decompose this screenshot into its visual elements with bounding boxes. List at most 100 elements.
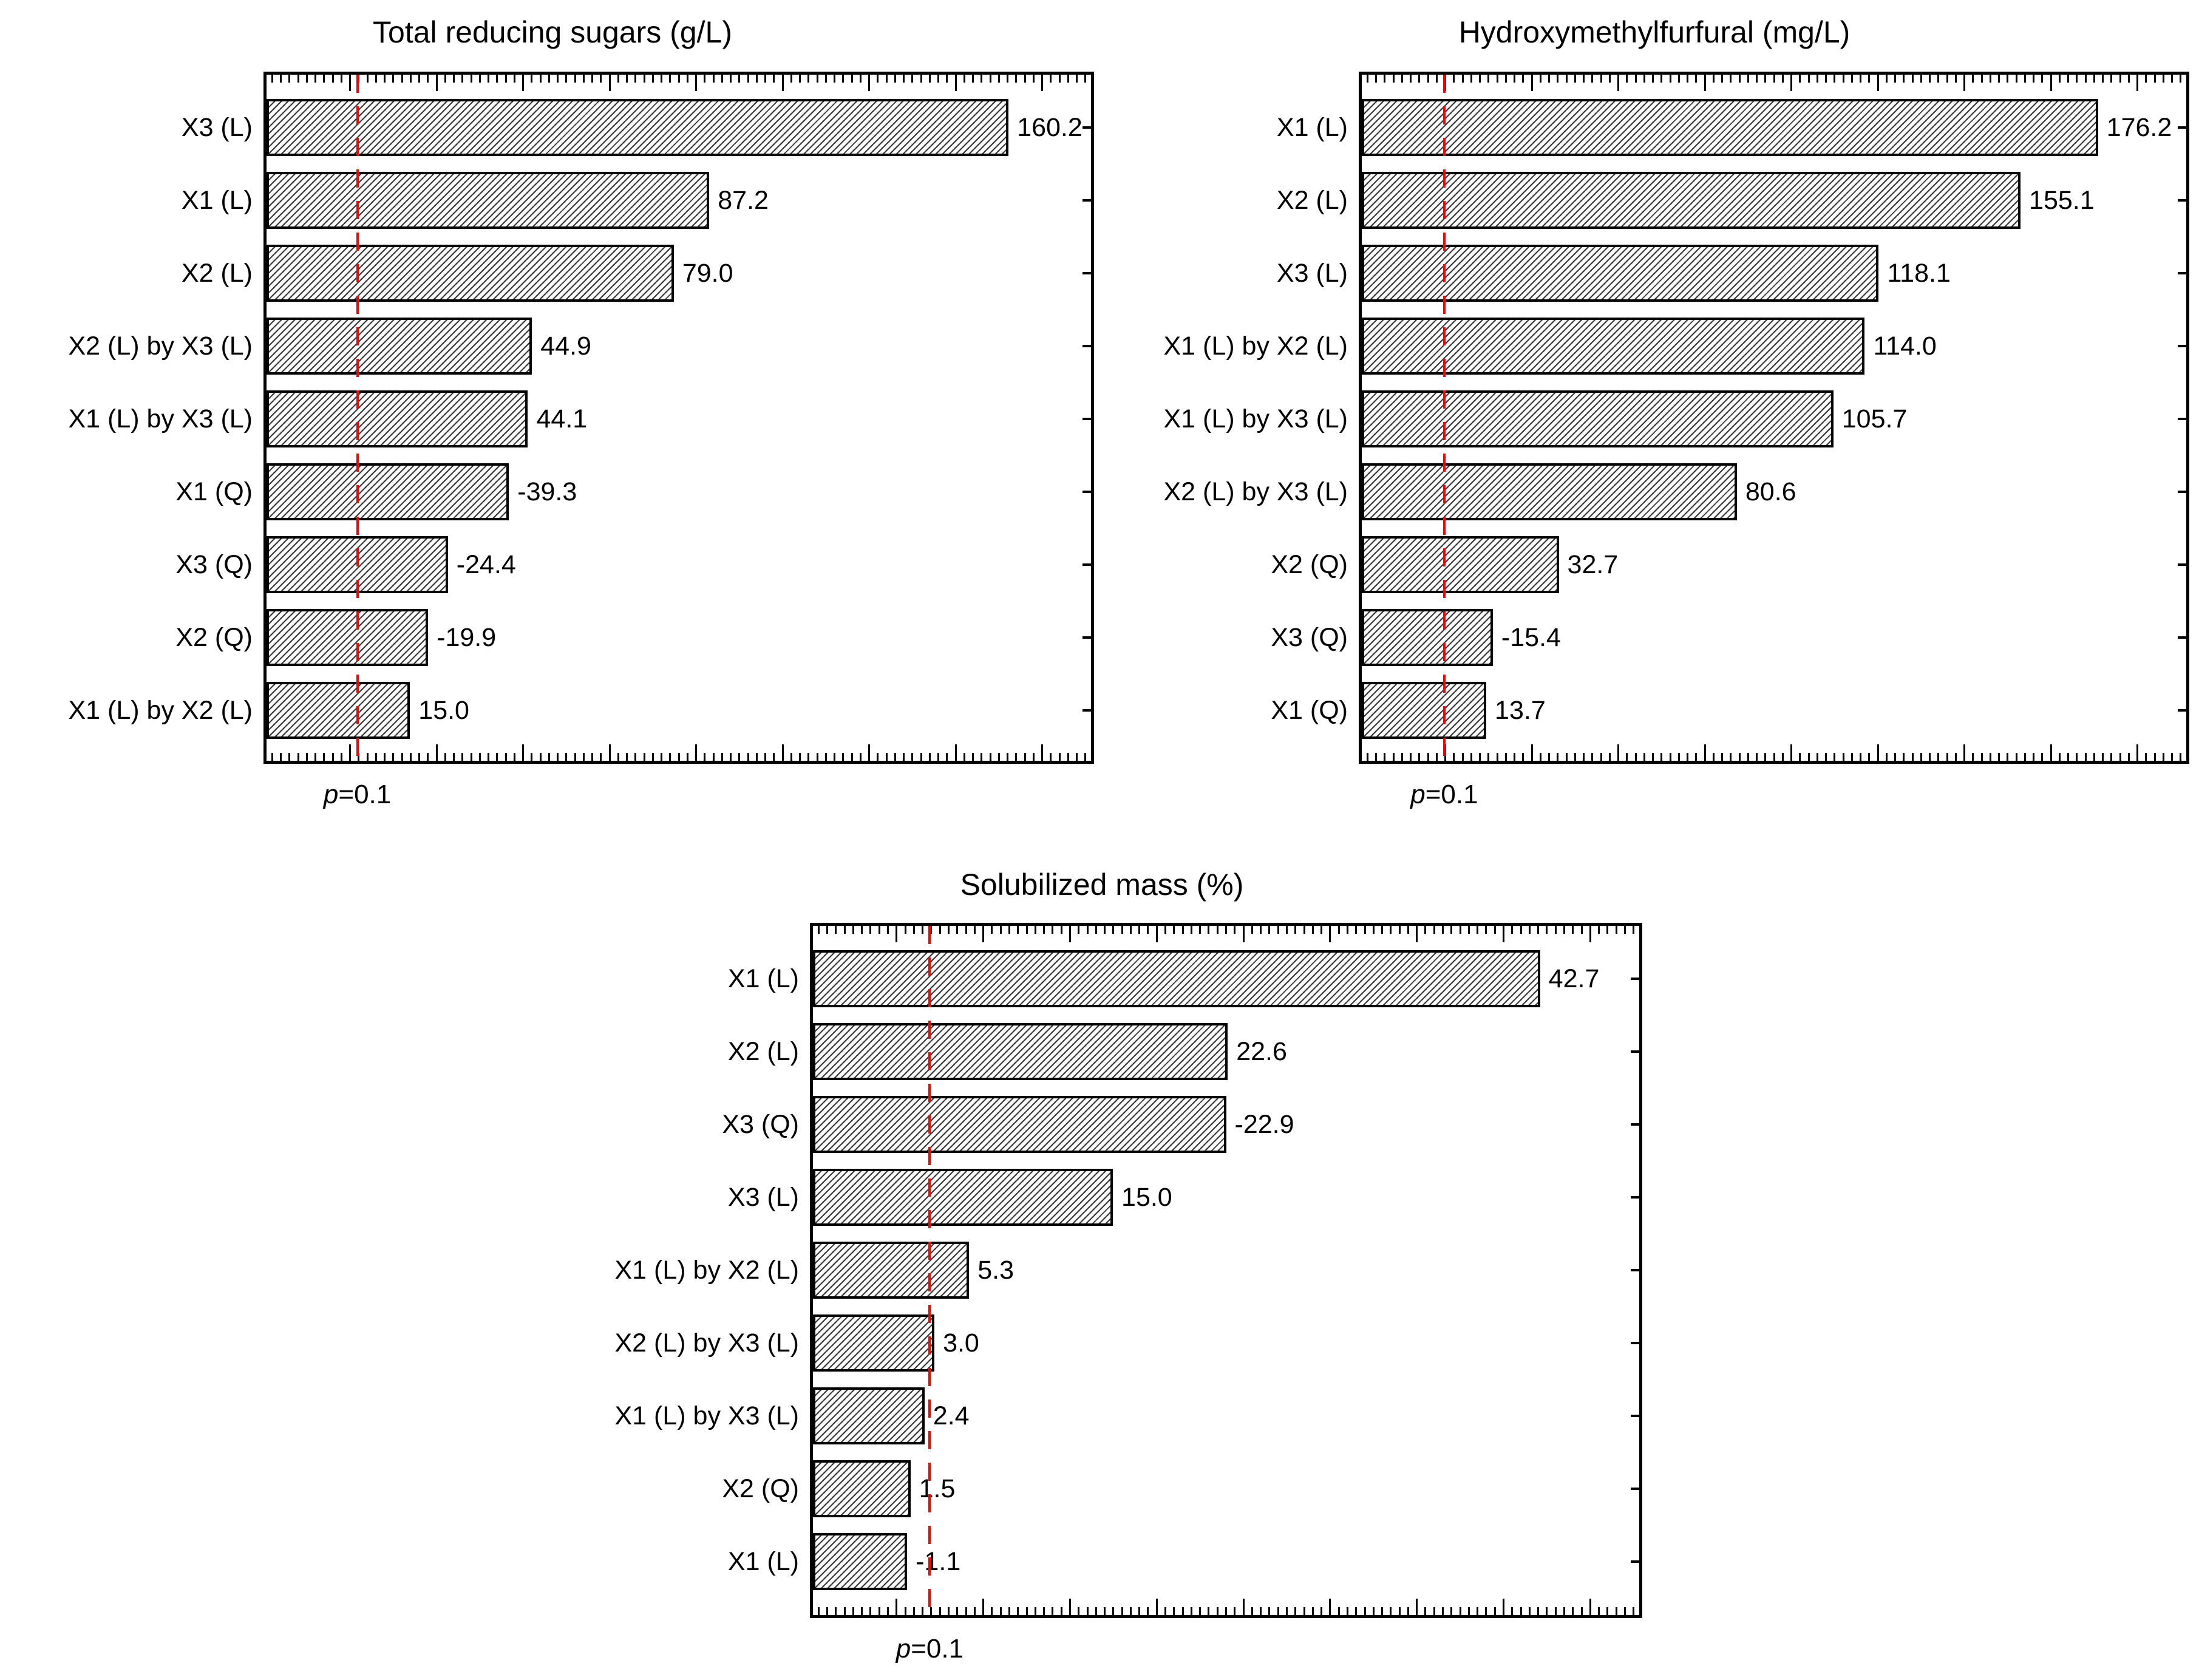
x-axis-minor-tick	[505, 753, 507, 761]
x-axis-minor-tick	[989, 75, 991, 83]
x-axis-minor-tick	[773, 753, 775, 761]
x-axis-minor-tick	[991, 1607, 993, 1615]
x-axis-minor-tick	[453, 753, 455, 761]
x-axis-major-tick	[2050, 744, 2052, 761]
effect-bar	[1362, 390, 1834, 447]
x-axis-minor-tick	[401, 75, 403, 83]
x-axis-minor-tick	[1479, 753, 1481, 761]
x-axis-minor-tick	[852, 926, 854, 934]
x-axis-minor-tick	[2093, 75, 2095, 83]
x-axis-minor-tick	[1479, 75, 1481, 83]
x-axis-minor-tick	[366, 75, 369, 83]
x-axis-minor-tick	[1067, 75, 1069, 83]
x-axis-minor-tick	[1572, 926, 1574, 934]
x-axis-minor-tick	[2007, 753, 2009, 761]
x-axis-minor-tick	[1173, 1607, 1175, 1615]
x-axis-minor-tick	[1643, 75, 1645, 83]
x-axis-minor-tick	[2102, 753, 2104, 761]
x-axis-minor-tick	[669, 75, 671, 83]
effect-bar	[813, 1387, 925, 1444]
x-axis-minor-tick	[288, 753, 291, 761]
x-axis-minor-tick	[1520, 1607, 1522, 1615]
category-label: X1 (L)	[1276, 113, 1348, 142]
x-axis-minor-tick	[1548, 753, 1550, 761]
x-axis-minor-tick	[496, 75, 498, 83]
effect-bar	[267, 99, 1009, 156]
category-label: X3 (L)	[181, 113, 253, 142]
x-axis-minor-tick	[340, 753, 342, 761]
x-axis-minor-tick	[2058, 753, 2061, 761]
effect-bar	[267, 172, 710, 229]
x-axis-minor-tick	[582, 753, 585, 761]
x-axis-minor-tick	[1911, 753, 1914, 761]
x-axis-minor-tick	[1634, 753, 1637, 761]
x-axis-minor-tick	[1565, 753, 1568, 761]
x-axis-minor-tick	[2015, 753, 2017, 761]
x-axis-major-tick	[608, 744, 611, 761]
x-axis-minor-tick	[478, 75, 481, 83]
x-axis-minor-tick	[1920, 753, 1922, 761]
x-axis-minor-tick	[505, 75, 507, 83]
threshold-label: p=0.1	[323, 780, 392, 809]
x-axis-minor-tick	[1277, 1607, 1279, 1615]
x-axis-minor-tick	[1522, 753, 1524, 761]
chart-title: Total reducing sugars (g/L)	[373, 15, 732, 49]
x-axis-minor-tick	[1199, 1607, 1201, 1615]
x-axis-minor-tick	[981, 753, 983, 761]
category-label: X3 (L)	[727, 1183, 799, 1212]
x-axis-minor-tick	[712, 75, 715, 83]
x-axis-minor-tick	[1078, 926, 1080, 934]
y-axis-category-tick	[2178, 418, 2186, 420]
x-axis-minor-tick	[1015, 753, 1018, 761]
x-axis-minor-tick	[409, 753, 412, 761]
x-axis-major-tick	[1617, 744, 1619, 761]
x-axis-minor-tick	[799, 753, 801, 761]
x-axis-minor-tick	[418, 75, 420, 83]
x-axis-minor-tick	[496, 753, 498, 761]
bar-value-label: 15.0	[418, 696, 469, 725]
x-axis-minor-tick	[1007, 753, 1008, 761]
x-axis-minor-tick	[885, 75, 888, 83]
x-axis-minor-tick	[1980, 753, 1983, 761]
x-axis-minor-tick	[1084, 753, 1087, 761]
x-axis-minor-tick	[817, 1607, 820, 1615]
effect-bar	[1362, 99, 2098, 156]
effect-bar	[813, 1242, 970, 1299]
x-axis-minor-tick	[861, 926, 863, 934]
x-axis-minor-tick	[937, 75, 939, 83]
x-axis-minor-tick	[297, 753, 299, 761]
x-axis-minor-tick	[1860, 75, 1861, 83]
x-axis-minor-tick	[1539, 753, 1541, 761]
x-axis-minor-tick	[1453, 75, 1455, 83]
x-axis-minor-tick	[799, 75, 801, 83]
x-axis-minor-tick	[1660, 753, 1663, 761]
x-axis-minor-tick	[271, 753, 273, 761]
x-axis-minor-tick	[384, 753, 386, 761]
x-axis-minor-tick	[1807, 75, 1810, 83]
x-axis-minor-tick	[1954, 753, 1957, 761]
x-axis-minor-tick	[1825, 753, 1827, 761]
x-axis-minor-tick	[1606, 1607, 1609, 1615]
x-axis-minor-tick	[1799, 75, 1801, 83]
x-axis-minor-tick	[392, 753, 395, 761]
category-label: X2 (Q)	[1271, 550, 1348, 579]
x-axis-minor-tick	[1121, 926, 1123, 934]
x-axis-minor-tick	[574, 75, 576, 83]
x-axis-minor-tick	[600, 753, 602, 761]
x-axis-minor-tick	[887, 926, 889, 934]
effect-bar	[267, 245, 674, 302]
x-axis-minor-tick	[859, 75, 862, 83]
effect-bar	[267, 609, 429, 666]
x-axis-minor-tick	[1937, 753, 1940, 761]
x-axis-minor-tick	[755, 753, 758, 761]
x-axis-minor-tick	[1885, 753, 1888, 761]
x-axis-minor-tick	[1384, 75, 1386, 83]
x-axis-major-tick	[1589, 926, 1591, 942]
x-axis-minor-tick	[928, 75, 931, 83]
x-axis-major-tick	[982, 1599, 985, 1615]
x-axis-major-tick	[1503, 1599, 1504, 1615]
x-axis-minor-tick	[1485, 1607, 1487, 1615]
x-axis-minor-tick	[939, 1607, 941, 1615]
x-axis-minor-tick	[1450, 926, 1453, 934]
x-axis-minor-tick	[1764, 75, 1767, 83]
